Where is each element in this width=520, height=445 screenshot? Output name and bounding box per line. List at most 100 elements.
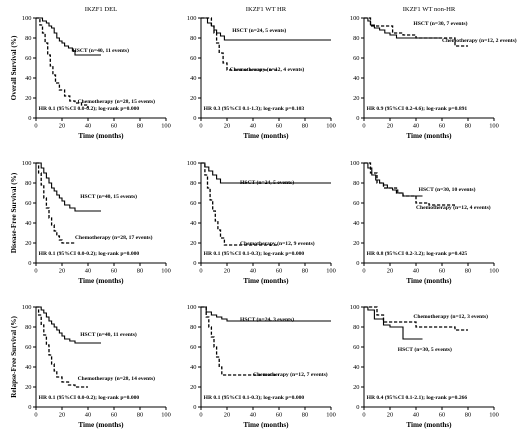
x-tick-label: 60 (276, 123, 282, 130)
series-label: Chemotherapy (n=12, 7 events) (253, 371, 328, 378)
series-label: HSCT (n=24, 5 events) (240, 179, 294, 186)
km-panel-7: 0 20 40 60 80 100 0 20 40 60 80 100 Time (months) Rel… (10, 304, 171, 429)
x-tick-label: 80 (137, 412, 143, 419)
y-tick-label: 0 (193, 260, 196, 267)
y-tick-label: 100 (350, 304, 360, 311)
y-tick-label: 60 (25, 55, 31, 62)
hr-annotation: HR 0.3 (95%CI 0.1-1.3); log-rank p=0.103 (204, 105, 305, 112)
series-label: HSCT (n=30, 10 events) (419, 186, 476, 193)
x-axis-label: Time (months) (78, 132, 124, 140)
x-tick-label: 20 (224, 123, 230, 130)
x-tick-label: 0 (362, 412, 365, 419)
y-tick-label: 80 (190, 180, 196, 187)
y-tick-label: 100 (187, 160, 197, 167)
x-tick-label: 60 (111, 268, 117, 275)
y-tick-label: 20 (353, 240, 359, 247)
y-axis-label: Disease-Free Survival (%) (10, 172, 18, 253)
y-tick-label: 100 (350, 160, 360, 167)
x-axis-label: Time (months) (78, 421, 124, 429)
hsct-curve (364, 306, 423, 340)
km-panel-5: 0 20 40 60 80 100 0 20 40 60 80 100 Time (months) HSC… (187, 160, 336, 285)
y-tick-label: 60 (353, 55, 359, 62)
y-tick-label: 20 (25, 95, 31, 102)
y-tick-label: 80 (25, 324, 31, 331)
series-label: Chemotherapy (n=12, 4 events) (416, 204, 491, 211)
km-panel-1: IKZF1 DEL 0 20 40 60 80 100 0 20 40 60 80 100 Time (m… (10, 6, 171, 140)
x-tick-label: 20 (59, 123, 65, 130)
y-tick-label: 80 (190, 324, 196, 331)
y-tick-label: 40 (190, 220, 196, 227)
y-tick-label: 20 (190, 95, 196, 102)
x-tick-label: 40 (413, 123, 419, 130)
hsct-curve (201, 162, 331, 184)
hsct-curve (36, 306, 101, 344)
x-axis-label: Time (months) (243, 277, 289, 285)
x-tick-label: 0 (199, 268, 202, 275)
x-axis-label: Time (months) (78, 277, 124, 285)
hr-annotation: HR 0.1 (95%CI 0.0-0.2); log-rank p=0.000 (39, 250, 140, 257)
y-tick-label: 20 (353, 95, 359, 102)
chemotherapy-curve (36, 162, 75, 244)
y-tick-label: 40 (190, 75, 196, 82)
y-tick-label: 100 (22, 160, 32, 167)
x-tick-label: 20 (59, 268, 65, 275)
x-tick-label: 60 (111, 123, 117, 130)
chemotherapy-curve (201, 17, 279, 71)
x-tick-label: 0 (362, 268, 365, 275)
y-tick-label: 80 (190, 35, 196, 42)
series-label: Chemotherapy (n=12, 2 events) (442, 37, 517, 44)
hr-annotation: HR 0.1 (95%CI 0.0-0.2); log-rank p=0.000 (39, 394, 140, 401)
hsct-curve (364, 162, 423, 197)
x-tick-label: 60 (276, 268, 282, 275)
y-tick-label: 100 (350, 15, 360, 22)
x-tick-label: 80 (465, 123, 471, 130)
y-tick-label: 20 (353, 384, 359, 391)
x-tick-label: 40 (413, 412, 419, 419)
series-label: Chemotherapy (n=12, 3 events) (413, 313, 488, 320)
x-tick-label: 100 (489, 268, 499, 275)
chemotherapy-curve (201, 162, 279, 246)
y-tick-label: 60 (25, 200, 31, 207)
hr-annotation: HR 0.4 (95%CI 0.1-2.1); log-rank p=0.266 (367, 394, 468, 401)
series-label: HSCT (n=40, 15 events) (80, 193, 137, 200)
km-panel-4: 0 20 40 60 80 100 0 20 40 60 80 100 Time (months) Dis… (10, 160, 171, 285)
x-tick-label: 40 (413, 268, 419, 275)
series-label: HSCT (n=40, 11 events) (72, 47, 129, 54)
x-tick-label: 0 (34, 268, 37, 275)
x-tick-label: 0 (199, 123, 202, 130)
chemotherapy-curve (364, 17, 468, 47)
hr-annotation: HR 0.1 (95%CI 0.1-0.3); log-rank p=0.000 (204, 394, 305, 401)
x-tick-label: 20 (59, 412, 65, 419)
series-label: Chemotherapy (n=28, 14 events) (78, 375, 156, 382)
x-tick-label: 40 (250, 268, 256, 275)
y-tick-label: 60 (190, 55, 196, 62)
y-tick-label: 80 (25, 35, 31, 42)
hsct-curve (36, 162, 101, 212)
y-tick-label: 60 (25, 344, 31, 351)
x-tick-label: 40 (250, 123, 256, 130)
x-axis-label: Time (months) (243, 421, 289, 429)
y-tick-label: 60 (190, 200, 196, 207)
x-tick-label: 20 (387, 412, 393, 419)
x-tick-label: 80 (302, 412, 308, 419)
series-label: HSCT (n=24, 5 events) (232, 27, 286, 34)
y-tick-label: 60 (353, 344, 359, 351)
hsct-curve (201, 17, 331, 41)
series-label: Chemotherapy (n=28, 17 events) (75, 234, 153, 241)
x-tick-label: 60 (111, 412, 117, 419)
y-tick-label: 20 (190, 384, 196, 391)
x-tick-label: 60 (439, 123, 445, 130)
y-tick-label: 100 (22, 304, 32, 311)
y-tick-label: 40 (25, 364, 31, 371)
y-tick-label: 0 (28, 260, 31, 267)
hsct-curve (36, 17, 101, 56)
y-tick-label: 40 (353, 220, 359, 227)
y-tick-label: 0 (193, 404, 196, 411)
y-tick-label: 40 (25, 75, 31, 82)
x-tick-label: 20 (387, 123, 393, 130)
y-tick-label: 40 (190, 364, 196, 371)
x-tick-label: 80 (137, 123, 143, 130)
y-tick-label: 40 (25, 220, 31, 227)
x-tick-label: 80 (137, 268, 143, 275)
